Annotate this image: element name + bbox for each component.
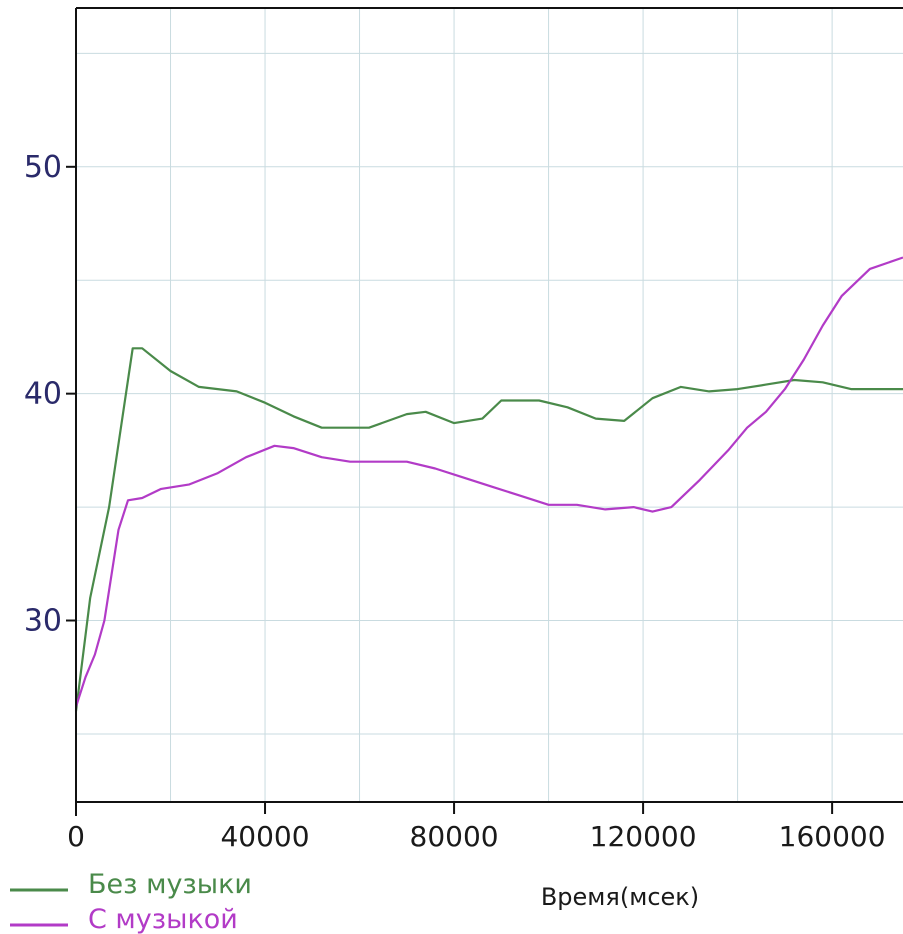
y-tick-label: 50 [24,150,62,185]
x-tick-labels: 0 40000 80000 120000 160000 [67,820,885,853]
axes [66,7,903,816]
grid [76,8,903,802]
legend-label-s-muzykoy: С музыкой [88,904,238,934]
legend-label-bez-muzyki: Без музыки [88,869,252,900]
series-line-s-muzykoy [74,256,903,708]
x-tick-label: 120000 [590,820,697,853]
x-tick-label: 40000 [220,820,309,853]
legend: Без музыки С музыкой [10,869,252,934]
y-tick-labels: 30 40 50 [24,150,62,639]
y-tick-label: 40 [24,377,62,412]
x-tick-label: 0 [67,820,85,853]
series-line-bez-muzyki [74,347,903,712]
y-tick-label: 30 [24,604,62,639]
x-tick-label: 160000 [779,820,886,853]
x-tick-label: 80000 [410,820,499,853]
x-axis-label: Время(мсек) [541,883,699,911]
series-lines [74,256,903,712]
